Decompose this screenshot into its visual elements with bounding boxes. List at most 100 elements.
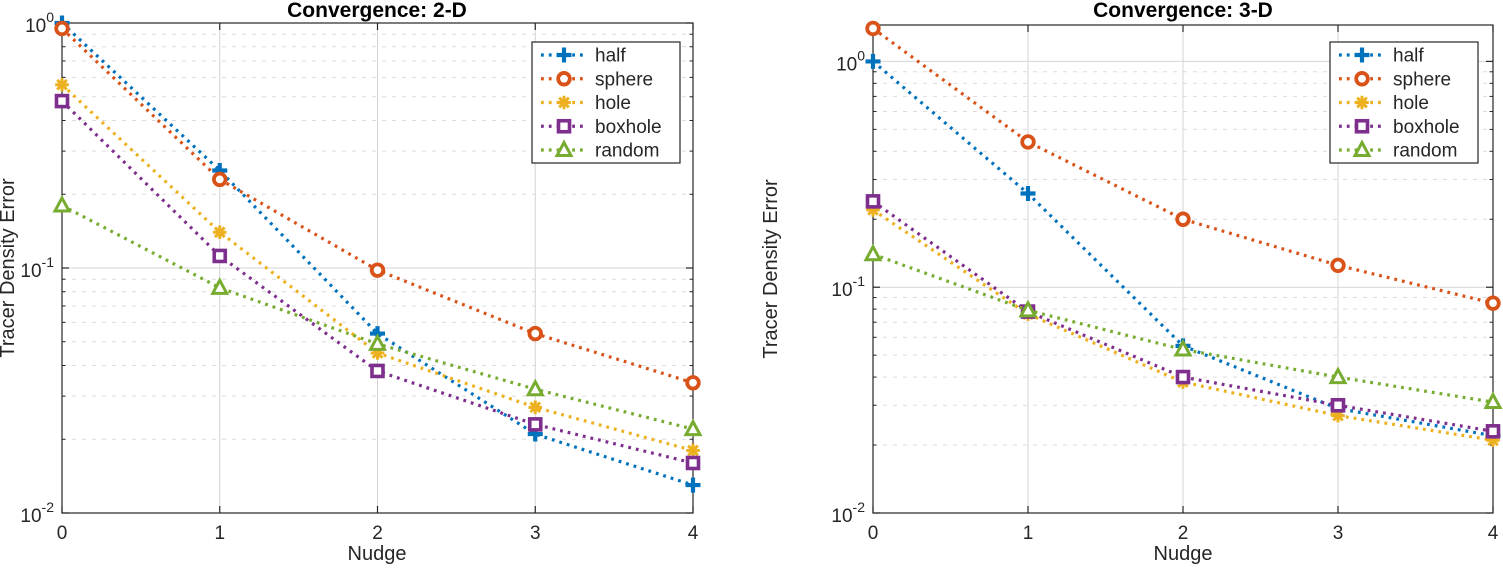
circle-marker-icon <box>556 71 572 87</box>
legend-label-boxhole: boxhole <box>1393 117 1460 138</box>
plot-title: Convergence: 2-D <box>287 0 467 22</box>
x-tick-label: 2 <box>372 523 383 544</box>
square-marker-icon <box>370 363 385 379</box>
circle-marker-icon <box>1175 211 1191 227</box>
asterisk-marker-icon <box>557 95 571 110</box>
marker-hole-2 <box>370 346 385 360</box>
series-line-boxhole <box>872 200 1494 433</box>
square-marker-icon <box>556 118 572 134</box>
circle-marker-icon <box>1354 71 1370 87</box>
asterisk-marker-icon <box>528 400 543 415</box>
marker-boxhole-2 <box>370 363 385 379</box>
legend-marker-random <box>1352 139 1372 157</box>
series-line-half <box>871 60 1494 438</box>
marker-sphere-4 <box>685 375 701 391</box>
triangle-marker-icon <box>525 378 545 397</box>
marker-random-1 <box>1018 299 1038 318</box>
series-random <box>863 243 1503 410</box>
marker-sphere-0 <box>865 20 881 37</box>
series-hole <box>55 77 700 458</box>
asterisk-marker-icon <box>1486 433 1500 448</box>
legend-label-boxhole: boxhole <box>595 117 662 138</box>
triangle-marker-icon <box>1328 366 1348 385</box>
circle-marker-icon <box>865 20 881 37</box>
marker-sphere-3 <box>527 325 543 342</box>
marker-sphere-1 <box>1020 134 1036 150</box>
chart-convergence-3d: 0 1 2 3 4 100 10-1 10-2 Convergence: 3-D Nudge Tra… <box>760 0 1503 565</box>
square-marker-icon <box>865 194 881 209</box>
asterisk-marker-icon <box>1331 408 1345 423</box>
marker-hole-3 <box>1331 408 1345 423</box>
triangle-marker-icon <box>1173 338 1193 357</box>
legend-marker-sphere <box>556 71 572 87</box>
minor-ticks <box>62 33 693 440</box>
x-tick-label: 0 <box>868 523 879 544</box>
marker-sphere-3 <box>1330 257 1346 274</box>
chart-convergence-2d: 0 1 2 3 4 100 10-1 10-2 Convergence: 2-D Nudge Tra… <box>0 0 703 565</box>
plus-marker-icon <box>1020 186 1036 202</box>
circle-marker-icon <box>1020 134 1036 150</box>
asterisk-marker-icon <box>55 77 69 92</box>
marker-boxhole-3 <box>1330 397 1346 413</box>
x-tick-label: 0 <box>57 523 68 544</box>
plus-marker-icon <box>685 477 701 493</box>
legend-marker-hole <box>557 95 571 110</box>
x-tick-label: 1 <box>1023 523 1034 544</box>
square-marker-icon <box>1354 118 1370 134</box>
marker-boxhole-0 <box>54 93 70 109</box>
x-tick-label: 2 <box>1178 523 1189 544</box>
marker-sphere-2 <box>1175 211 1191 227</box>
circle-marker-icon <box>1485 295 1501 311</box>
marker-hole-0 <box>866 203 880 217</box>
circle-marker-icon <box>369 262 386 278</box>
major-ticks <box>61 22 694 514</box>
square-marker-icon <box>1330 397 1346 413</box>
x-axis-label: Nudge <box>1154 543 1213 565</box>
marker-random-0 <box>863 243 883 262</box>
legend-marker-random <box>554 139 574 157</box>
asterisk-marker-icon <box>866 203 880 217</box>
y-axis-label: Tracer Density Error <box>760 179 782 359</box>
y-tick-label: 10-1 <box>831 273 865 301</box>
legend-marker-boxhole <box>556 118 572 134</box>
marker-half-0 <box>865 53 881 69</box>
marker-random-2 <box>367 333 388 351</box>
asterisk-marker-icon <box>1355 95 1369 110</box>
marker-random-3 <box>525 378 545 397</box>
asterisk-marker-icon <box>370 346 385 360</box>
legend-label-sphere: sphere <box>595 69 653 90</box>
square-marker-icon <box>212 248 228 264</box>
marker-hole-0 <box>55 77 69 92</box>
marker-sphere-0 <box>54 20 70 37</box>
marker-random-4 <box>1483 391 1503 410</box>
marker-hole-3 <box>528 400 543 415</box>
legend-marker-sphere <box>1354 71 1370 87</box>
plus-marker-icon <box>865 53 881 69</box>
circle-marker-icon <box>212 171 228 188</box>
x-tick-label: 1 <box>214 523 225 544</box>
triangle-marker-icon <box>683 418 703 437</box>
legend-marker-hole <box>1355 95 1369 110</box>
marker-random-1 <box>210 277 230 295</box>
y-axis-label: Tracer Density Error <box>0 178 19 358</box>
x-tick-label: 3 <box>530 523 541 544</box>
marker-random-4 <box>683 418 703 437</box>
legend-label-random: random <box>595 141 659 162</box>
asterisk-marker-icon <box>212 225 227 239</box>
legend-label-hole: hole <box>595 93 631 114</box>
x-tick-label: 4 <box>688 523 699 544</box>
marker-boxhole-3 <box>527 417 543 432</box>
marker-boxhole-2 <box>1175 369 1191 385</box>
triangle-marker-icon <box>1018 299 1038 318</box>
y-tick-label: 100 <box>25 9 54 37</box>
circle-marker-icon <box>527 325 543 342</box>
marker-boxhole-4 <box>1485 424 1501 439</box>
x-tick-label: 3 <box>1333 523 1344 544</box>
circle-marker-icon <box>1330 257 1346 274</box>
square-marker-icon <box>527 417 543 432</box>
y-tick-label: 100 <box>836 47 865 75</box>
series-line-random <box>872 252 1494 404</box>
triangle-marker-icon <box>1483 391 1503 410</box>
marker-half-1 <box>1020 186 1036 202</box>
